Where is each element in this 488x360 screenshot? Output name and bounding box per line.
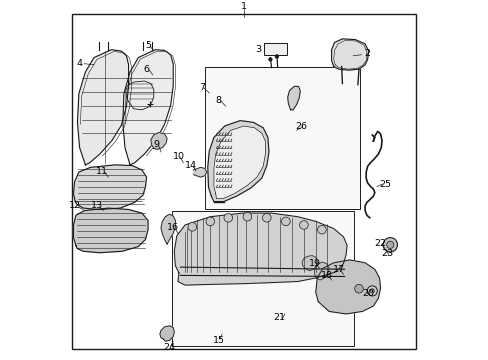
Circle shape (275, 55, 278, 58)
Circle shape (354, 284, 363, 293)
Polygon shape (287, 86, 300, 110)
Circle shape (281, 217, 289, 226)
Text: 3: 3 (255, 45, 261, 54)
Text: 6: 6 (143, 65, 149, 74)
Circle shape (317, 225, 325, 234)
Polygon shape (160, 326, 174, 341)
Polygon shape (73, 208, 148, 253)
Circle shape (243, 212, 251, 221)
Text: 13: 13 (91, 202, 103, 210)
Circle shape (366, 286, 377, 296)
Circle shape (205, 217, 214, 226)
Bar (264, 43, 286, 55)
Polygon shape (174, 213, 346, 285)
Polygon shape (73, 165, 146, 210)
Circle shape (299, 221, 307, 229)
Text: 2: 2 (363, 49, 369, 58)
Circle shape (386, 241, 393, 248)
Text: 19: 19 (308, 259, 320, 268)
Polygon shape (77, 50, 128, 165)
Polygon shape (213, 126, 265, 199)
Text: 17: 17 (332, 265, 344, 274)
Text: 9: 9 (153, 140, 159, 149)
Text: 12: 12 (69, 202, 81, 210)
Circle shape (224, 213, 232, 222)
Polygon shape (302, 256, 317, 271)
Polygon shape (161, 214, 175, 244)
Circle shape (369, 289, 374, 293)
Polygon shape (151, 132, 167, 149)
Polygon shape (331, 39, 368, 70)
Text: 16: 16 (167, 223, 179, 232)
Text: 4: 4 (77, 58, 82, 68)
Text: 24: 24 (163, 343, 175, 352)
Circle shape (262, 213, 270, 222)
Polygon shape (125, 81, 153, 110)
Bar (171, 211, 353, 346)
Text: 8: 8 (215, 96, 221, 105)
Text: 23: 23 (381, 249, 393, 258)
Polygon shape (207, 121, 268, 202)
Circle shape (268, 58, 271, 61)
Text: 5: 5 (145, 40, 151, 49)
Polygon shape (193, 167, 206, 177)
Polygon shape (314, 262, 328, 280)
Text: 26: 26 (295, 122, 307, 131)
Text: 15: 15 (212, 336, 224, 345)
Polygon shape (122, 50, 173, 165)
Text: 10: 10 (173, 152, 184, 161)
Text: 25: 25 (378, 180, 390, 189)
Text: 7: 7 (199, 83, 204, 91)
Text: 14: 14 (185, 161, 197, 170)
Polygon shape (315, 260, 380, 314)
Bar (204, 67, 359, 209)
Text: 20: 20 (362, 289, 374, 298)
Circle shape (382, 238, 397, 252)
Text: 21: 21 (273, 313, 285, 322)
Text: 11: 11 (96, 166, 108, 175)
Text: 22: 22 (374, 238, 386, 248)
Text: 1: 1 (240, 2, 246, 11)
Circle shape (187, 222, 196, 231)
Text: 18: 18 (320, 271, 332, 280)
